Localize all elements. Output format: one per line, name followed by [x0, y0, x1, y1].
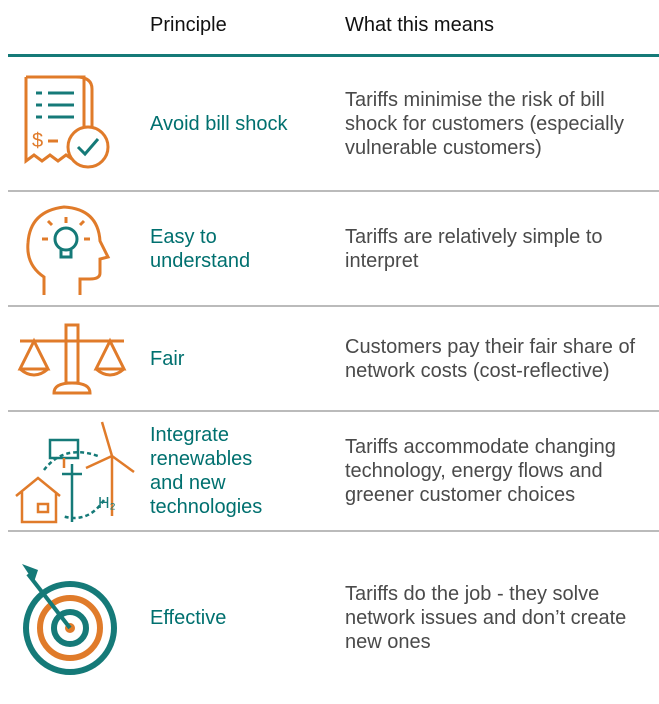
description: Tariffs accommodate changing technology,… [345, 436, 616, 506]
head-icon [26, 204, 111, 295]
table-row: $ Avoid bill shock Tariffs minimise the … [0, 57, 659, 190]
principle: Integrate renewables and new technologie… [150, 424, 263, 518]
principle: Effective [150, 607, 227, 629]
principle: Fair [150, 347, 185, 370]
svg-text:H₂: H₂ [98, 495, 116, 512]
row-rule [8, 530, 659, 532]
table-row: Effective Tariffs do the job - they solv… [0, 532, 659, 704]
header-principle: Principle [150, 14, 227, 36]
table-row: Easy to understand Tariffs are relativel… [0, 192, 659, 305]
description: Tariffs do the job - they solve network … [345, 583, 627, 653]
table-row: H₂ Integrate renewables and new technolo… [0, 412, 659, 530]
principle: Avoid bill shock [150, 112, 288, 135]
description: Customers pay their fair share of networ… [345, 335, 636, 382]
target-icon [22, 564, 117, 675]
table-row: Fair Customers pay their fair share of n… [0, 307, 659, 410]
description: Tariffs minimise the risk of bill shock … [345, 88, 624, 159]
renewables-icon: H₂ [15, 421, 135, 524]
bill-icon: $ [24, 75, 110, 168]
row-rule [8, 305, 659, 307]
header-rule [8, 54, 659, 57]
description: Tariffs are relatively simple to interpr… [345, 225, 603, 272]
principle: Easy to understand [150, 225, 251, 272]
row-rule [8, 190, 659, 192]
scales-icon [17, 323, 127, 394]
svg-text:$: $ [32, 130, 43, 152]
header-meaning: What this means [345, 14, 494, 36]
row-rule [8, 410, 659, 412]
